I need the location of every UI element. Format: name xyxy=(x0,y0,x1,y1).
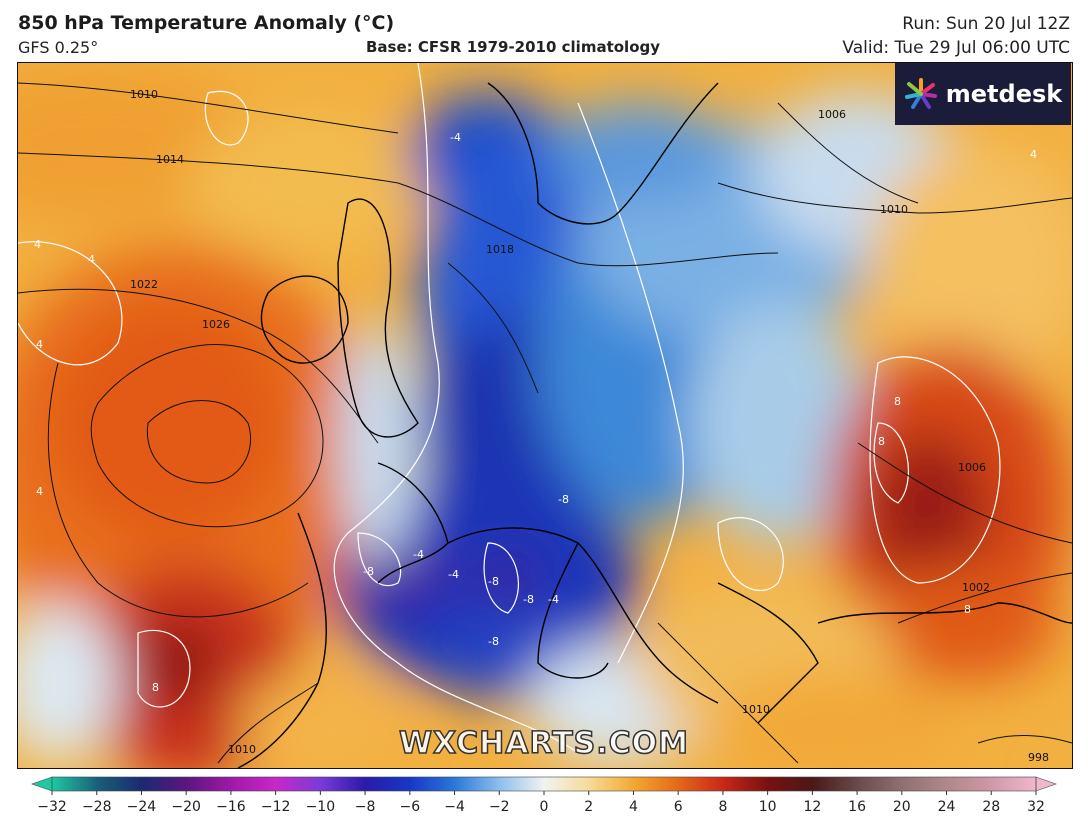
anomaly-map: 1010 1014 1022 1026 1018 1006 1010 1006 … xyxy=(17,62,1073,769)
anomaly-label: -8 xyxy=(363,565,374,578)
isobar-label: 1026 xyxy=(202,318,230,331)
colorbar-tick-label: −6 xyxy=(399,799,420,815)
colorbar-segment xyxy=(901,777,948,791)
colorbar-tick-label: 6 xyxy=(674,799,683,815)
isobars xyxy=(18,82,1072,764)
colorbar-segment xyxy=(499,777,545,791)
colorbar-tick-label: −2 xyxy=(489,799,510,815)
anomaly-label: -8 xyxy=(558,493,569,506)
colorbar-segments xyxy=(31,776,1057,792)
colorbar-tick-label: −16 xyxy=(216,799,246,815)
colorbar-segment xyxy=(454,777,500,791)
colorbar-segment xyxy=(96,777,143,791)
colorbar-tick-label: 28 xyxy=(982,799,1000,815)
colorbar-segment xyxy=(678,777,724,791)
model-label: GFS 0.25° xyxy=(18,38,99,57)
isobar-label: 1014 xyxy=(156,153,184,166)
isobar-label: 1010 xyxy=(742,703,770,716)
colorbar-tick-label: −20 xyxy=(171,799,201,815)
colorbar-tick-label: −12 xyxy=(261,799,291,815)
colorbar-segment xyxy=(365,777,411,791)
anomaly-label: 8 xyxy=(894,395,901,408)
colorbar-tick-label: −24 xyxy=(127,799,157,815)
isobar-label: 1006 xyxy=(958,461,986,474)
anomaly-label: 4 xyxy=(88,253,95,266)
climatology-base-label: Base: CFSR 1979-2010 climatology xyxy=(366,38,661,56)
colorbar-tick-label: 8 xyxy=(718,799,727,815)
anomaly-label: -8 xyxy=(523,593,534,606)
anomaly-label: -8 xyxy=(488,635,499,648)
colorbar-segment xyxy=(767,777,813,791)
colorbar-segment xyxy=(320,777,366,791)
colorbar-segment xyxy=(409,777,456,791)
colorbar-tick-label: 4 xyxy=(629,799,638,815)
colorbar-segment xyxy=(812,777,858,791)
anomaly-contours xyxy=(18,63,1001,754)
colorbar-segment xyxy=(544,777,590,791)
colorbar-max-arrow xyxy=(1035,776,1057,792)
colorbar-tick-label: 10 xyxy=(759,799,777,815)
anomaly-fill xyxy=(18,63,1072,768)
colorbar-tick-label: −28 xyxy=(82,799,112,815)
colorbar-tick-label: 24 xyxy=(938,799,956,815)
metdesk-burst-icon xyxy=(904,78,937,109)
isobar-label: 1010 xyxy=(880,203,908,216)
isobar-label: 1022 xyxy=(130,278,158,291)
colorbar-min-arrow xyxy=(31,776,53,792)
chart-title: 850 hPa Temperature Anomaly (°C) xyxy=(18,12,395,34)
anomaly-label: 4 xyxy=(1030,148,1037,161)
colorbar-tick-label: −8 xyxy=(355,799,376,815)
coastlines xyxy=(237,82,1072,768)
colorbar-segment xyxy=(52,777,98,791)
colorbar-segment xyxy=(633,777,679,791)
run-time-label: Run: Sun 20 Jul 12Z xyxy=(902,14,1070,34)
isobar-label: 1018 xyxy=(486,243,514,256)
colorbar-segment xyxy=(946,777,992,791)
anomaly-label: 8 xyxy=(152,681,159,694)
metdesk-logo: metdesk xyxy=(895,63,1071,125)
colorbar: −32 −28 −24 −20 −16 −12 −10 −8 −6 −4 −2 0 2 4 6 8 10 12 16… xyxy=(31,776,1057,815)
isobar-label: 1010 xyxy=(228,743,256,756)
colorbar-tick-label: 0 xyxy=(540,799,549,815)
valid-time-label: Valid: Tue 29 Jul 06:00 UTC xyxy=(842,38,1070,58)
colorbar-tick-label: 32 xyxy=(1027,799,1045,815)
colorbar-segment xyxy=(275,777,321,791)
anomaly-label: 8 xyxy=(878,435,885,448)
colorbar-segment xyxy=(857,777,903,791)
isobar-label: 998 xyxy=(1028,751,1049,764)
colorbar-tick-label: 16 xyxy=(848,799,866,815)
colorbar-segment xyxy=(722,777,769,791)
anomaly-label: 4 xyxy=(36,338,43,351)
isobar-label: 1002 xyxy=(962,581,990,594)
anomaly-label: -4 xyxy=(450,131,461,144)
colorbar-ticks: −32 −28 −24 −20 −16 −12 −10 −8 −6 −4 −2 0 2 4 6 8 10 12 16… xyxy=(37,791,1045,815)
anomaly-label: -4 xyxy=(548,593,559,606)
colorbar-tick-label: 12 xyxy=(803,799,821,815)
colorbar-segment xyxy=(230,777,277,791)
colorbar-tick-label: 20 xyxy=(893,799,911,815)
isobar-label: 1010 xyxy=(130,88,158,101)
colorbar-tick-label: −4 xyxy=(444,799,465,815)
colorbar-tick-label: 2 xyxy=(584,799,593,815)
wxcharts-watermark: WXCHARTS.COM xyxy=(398,725,690,762)
colorbar-tick-label: −10 xyxy=(306,799,336,815)
colorbar-tick-label: −32 xyxy=(37,799,67,815)
anomaly-label: 4 xyxy=(34,238,41,251)
isobar-label: 1006 xyxy=(818,108,846,121)
colorbar-segment xyxy=(991,777,1037,791)
anomaly-label: 8 xyxy=(964,603,971,616)
colorbar-segment xyxy=(588,777,635,791)
anomaly-label: -4 xyxy=(448,568,459,581)
colorbar-segment xyxy=(141,777,187,791)
anomaly-label: -4 xyxy=(413,548,424,561)
anomaly-label: 4 xyxy=(36,485,43,498)
metdesk-logo-text: metdesk xyxy=(945,80,1063,108)
colorbar-segment xyxy=(186,777,232,791)
anomaly-label: -8 xyxy=(488,575,499,588)
